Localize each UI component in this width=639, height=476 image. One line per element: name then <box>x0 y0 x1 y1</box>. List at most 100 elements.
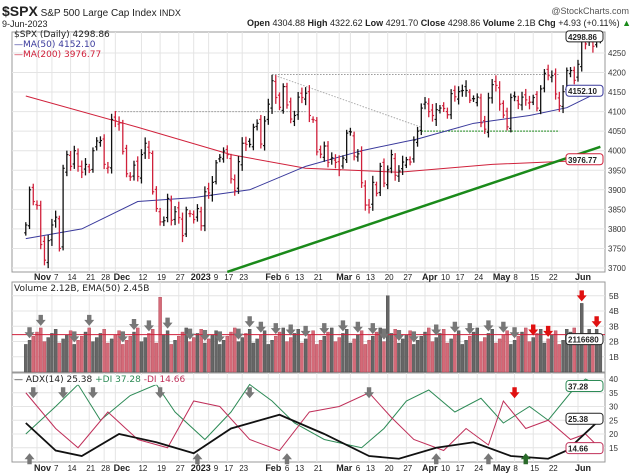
price-bar <box>423 97 427 110</box>
volume-bar <box>221 340 226 373</box>
volume-bar <box>274 335 278 373</box>
volume-bar <box>404 334 409 373</box>
volume-bar <box>330 327 334 373</box>
volume-bar <box>139 341 144 373</box>
price-bar <box>326 141 330 168</box>
diagonal-resistance-line <box>271 73 422 128</box>
volume-bar <box>393 329 397 373</box>
price-bar <box>337 155 341 177</box>
price-bar <box>35 200 39 210</box>
price-bar <box>546 64 550 81</box>
volume-bar <box>132 331 136 373</box>
price-bar <box>162 216 166 227</box>
adx-tick-label: 25 <box>609 416 618 425</box>
volume-bar <box>303 338 308 373</box>
price-bar <box>304 87 308 106</box>
volume-bar <box>471 331 476 373</box>
price-bar <box>192 210 196 224</box>
adx-arrow-down-gray-icon <box>244 387 255 399</box>
volume-bar <box>136 327 140 373</box>
volume-bar <box>553 330 558 373</box>
price-bar <box>315 117 319 156</box>
volume-arrow-down-gray-icon <box>300 325 311 337</box>
volume-bar <box>542 342 547 373</box>
plus-di-value-label: 37.28 <box>568 382 589 391</box>
volume-bar <box>35 331 39 373</box>
volume-bar <box>225 335 229 373</box>
volume-arrow-down-gray-icon <box>162 317 173 329</box>
volume-bar <box>400 338 405 373</box>
price-bar <box>251 123 255 151</box>
volume-bar <box>374 331 379 373</box>
x-tick-label: Mar <box>336 272 353 282</box>
volume-bar <box>128 335 132 373</box>
ma50-value-label: 4152.10 <box>568 87 597 96</box>
x-tick-label: 15 <box>530 464 539 473</box>
price-bar <box>333 154 338 169</box>
price-bar <box>498 81 502 111</box>
adx-arrow-up-gray-icon <box>24 453 35 465</box>
price-bar <box>576 59 580 82</box>
x-tick-label: 6 <box>356 464 361 473</box>
volume-bar <box>322 335 326 373</box>
volume-bar <box>106 342 110 373</box>
volume-bar <box>281 327 285 373</box>
volume-bar <box>565 329 569 373</box>
price-bar <box>501 100 505 119</box>
x-tick-label: 21 <box>314 273 323 282</box>
price-bar <box>225 145 229 159</box>
price-bar <box>322 141 326 162</box>
y-tick-label: 4200 <box>608 69 626 78</box>
volume-arrow-down-gray-icon <box>69 331 80 343</box>
price-bar <box>348 127 352 136</box>
volume-arrow-down-gray-icon <box>184 328 195 340</box>
x-tick-label: 9 <box>214 273 219 282</box>
volume-bar <box>430 341 435 373</box>
volume-bar <box>445 342 450 373</box>
y-tick-label: 4250 <box>608 49 626 58</box>
price-bar <box>46 234 50 269</box>
volume-bar <box>113 334 118 373</box>
volume-bar <box>203 342 207 373</box>
volume-bar <box>538 329 543 373</box>
price-bar <box>341 155 345 169</box>
x-tick-label: 13 <box>295 464 304 473</box>
price-bar <box>345 129 349 163</box>
ma50-line <box>25 90 601 240</box>
index-name: S&P 500 Large Cap Index <box>40 8 157 19</box>
volume-bar <box>427 327 431 373</box>
x-tick-label: 13 <box>295 273 304 282</box>
price-bar <box>91 147 95 173</box>
price-bar <box>169 195 173 226</box>
volume-bar <box>76 340 80 373</box>
y-tick-label: 3750 <box>608 244 626 253</box>
price-bar <box>240 137 244 171</box>
price-bar <box>184 206 188 238</box>
price-bar <box>61 164 65 251</box>
volume-tick-label: 1B <box>609 353 619 362</box>
volume-bar <box>378 327 382 373</box>
price-bar <box>147 140 151 159</box>
volume-arrow-down-gray-icon <box>285 324 296 336</box>
volume-bar <box>561 340 565 373</box>
price-bar <box>382 158 386 188</box>
volume-arrow-down-gray-icon <box>35 314 46 326</box>
volume-bar <box>497 338 502 373</box>
price-bar <box>289 97 293 124</box>
x-tick-label: Apr <box>422 463 438 473</box>
volume-bar <box>180 331 185 373</box>
ma200-value-label: 3976.77 <box>568 156 597 165</box>
volume-bar <box>300 342 304 373</box>
x-tick-label: 17 <box>224 464 233 473</box>
x-tick-label: 12 <box>138 273 147 282</box>
price-bar <box>214 160 218 185</box>
volume-arrow-down-red-icon <box>591 316 602 328</box>
volume-bar <box>311 330 315 373</box>
volume-arrow-down-gray-icon <box>214 331 225 343</box>
volume-arrow-down-gray-icon <box>128 319 139 331</box>
volume-bar <box>449 338 453 373</box>
volume-arrow-down-red-icon <box>528 324 539 336</box>
y-tick-label: 4000 <box>608 147 626 156</box>
volume-bar <box>229 331 233 373</box>
